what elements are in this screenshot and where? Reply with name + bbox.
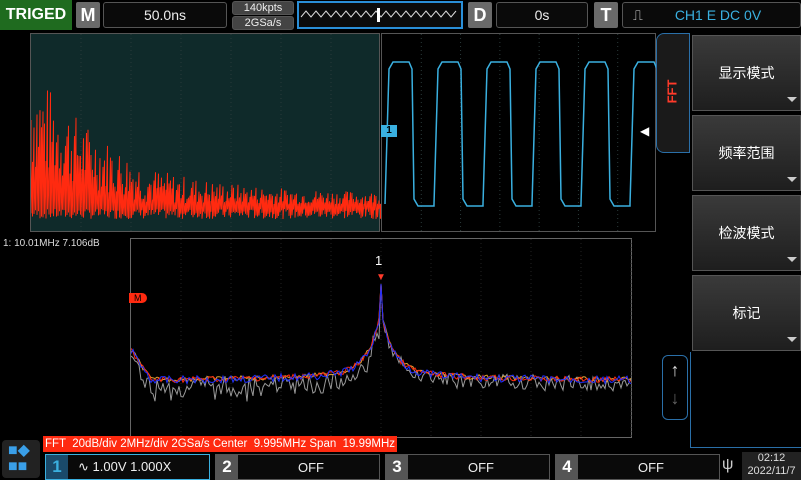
clock: 02:12 2022/11/7 (742, 452, 801, 480)
channel-2-number: 2 (216, 455, 238, 479)
ch1-square-wave (384, 61, 679, 207)
rising-edge-icon: ⎍ (633, 6, 643, 23)
channel-4-number: 4 (556, 455, 578, 479)
menu-frequency-range[interactable]: 频率范围 (692, 115, 801, 191)
fft-menu-tab[interactable]: FFT (656, 33, 690, 153)
ch2-value: OFF (298, 459, 324, 475)
fft-info-bar: FFT 20dB/div 2MHz/div 2GSa/s Center 9.99… (43, 436, 398, 452)
waveform-overview[interactable] (297, 1, 463, 29)
menu-marker[interactable]: 标记 (692, 275, 801, 351)
trigger-status: TRIGED (0, 0, 72, 30)
ch1-value: ∿ 1.00V 1.000X (78, 459, 172, 474)
zoom-window-pane[interactable] (30, 33, 381, 233)
fft-blue-trace (130, 283, 632, 386)
usb-icon: ψ (722, 456, 734, 473)
ch1-level-marker[interactable]: 1 (381, 125, 397, 137)
fft-reference-tag: M (129, 293, 147, 303)
fft-tab-label: FFT (664, 79, 680, 104)
m-label[interactable]: M (76, 2, 100, 28)
upper-spectrum-line (30, 90, 381, 220)
ch4-value: OFF (638, 459, 664, 475)
memory-depth[interactable]: 140kpts (232, 1, 294, 15)
clock-date: 2022/11/7 (747, 465, 796, 477)
menu-display-mode[interactable]: 显示模式 (692, 35, 801, 111)
trigger-setting: CH1 E DC 0V (674, 7, 762, 23)
fft-spectrum (130, 239, 632, 439)
overview-wave-icon (300, 8, 457, 22)
channel-2-field[interactable]: 2 OFF (215, 454, 380, 480)
marker-1-label: 1 (375, 253, 383, 268)
apps-button[interactable]: ■◆ ■■ (2, 440, 40, 478)
d-label[interactable]: D (468, 2, 492, 28)
t-label[interactable]: T (594, 2, 618, 28)
delay-field[interactable]: 0s (496, 2, 588, 28)
sample-rate[interactable]: 2GSa/s (232, 16, 294, 30)
menu-scroll-arrows[interactable]: ↑ ↓ (662, 355, 688, 420)
channel-3-field[interactable]: 3 OFF (385, 454, 550, 480)
trigger-level-arrow-icon[interactable]: ◀ (640, 124, 650, 138)
ch3-value: OFF (468, 459, 494, 475)
ch1-waveform (384, 34, 679, 233)
menu-detection-mode[interactable]: 检波模式 (692, 195, 801, 271)
upper-spectrum-trace (30, 34, 381, 233)
fft-plot[interactable] (130, 238, 632, 439)
menu-lower-panel (690, 352, 801, 448)
timebase-field[interactable]: 50.0ns (103, 2, 227, 28)
main-wave-pane[interactable] (381, 33, 679, 233)
channel-4-field[interactable]: 4 OFF (555, 454, 720, 480)
clock-time: 02:12 (757, 452, 786, 464)
channel-1-number: 1 (46, 455, 68, 479)
trigger-field[interactable]: ⎍ CH1 E DC 0V (622, 2, 801, 28)
marker-1-arrow-icon: ▼ (376, 272, 386, 283)
marker-readout: 1: 10.01MHz 7.106dB (3, 238, 100, 249)
channel-3-number: 3 (386, 455, 408, 479)
channel-1-field[interactable]: 1 ∿ 1.00V 1.000X (45, 454, 210, 480)
